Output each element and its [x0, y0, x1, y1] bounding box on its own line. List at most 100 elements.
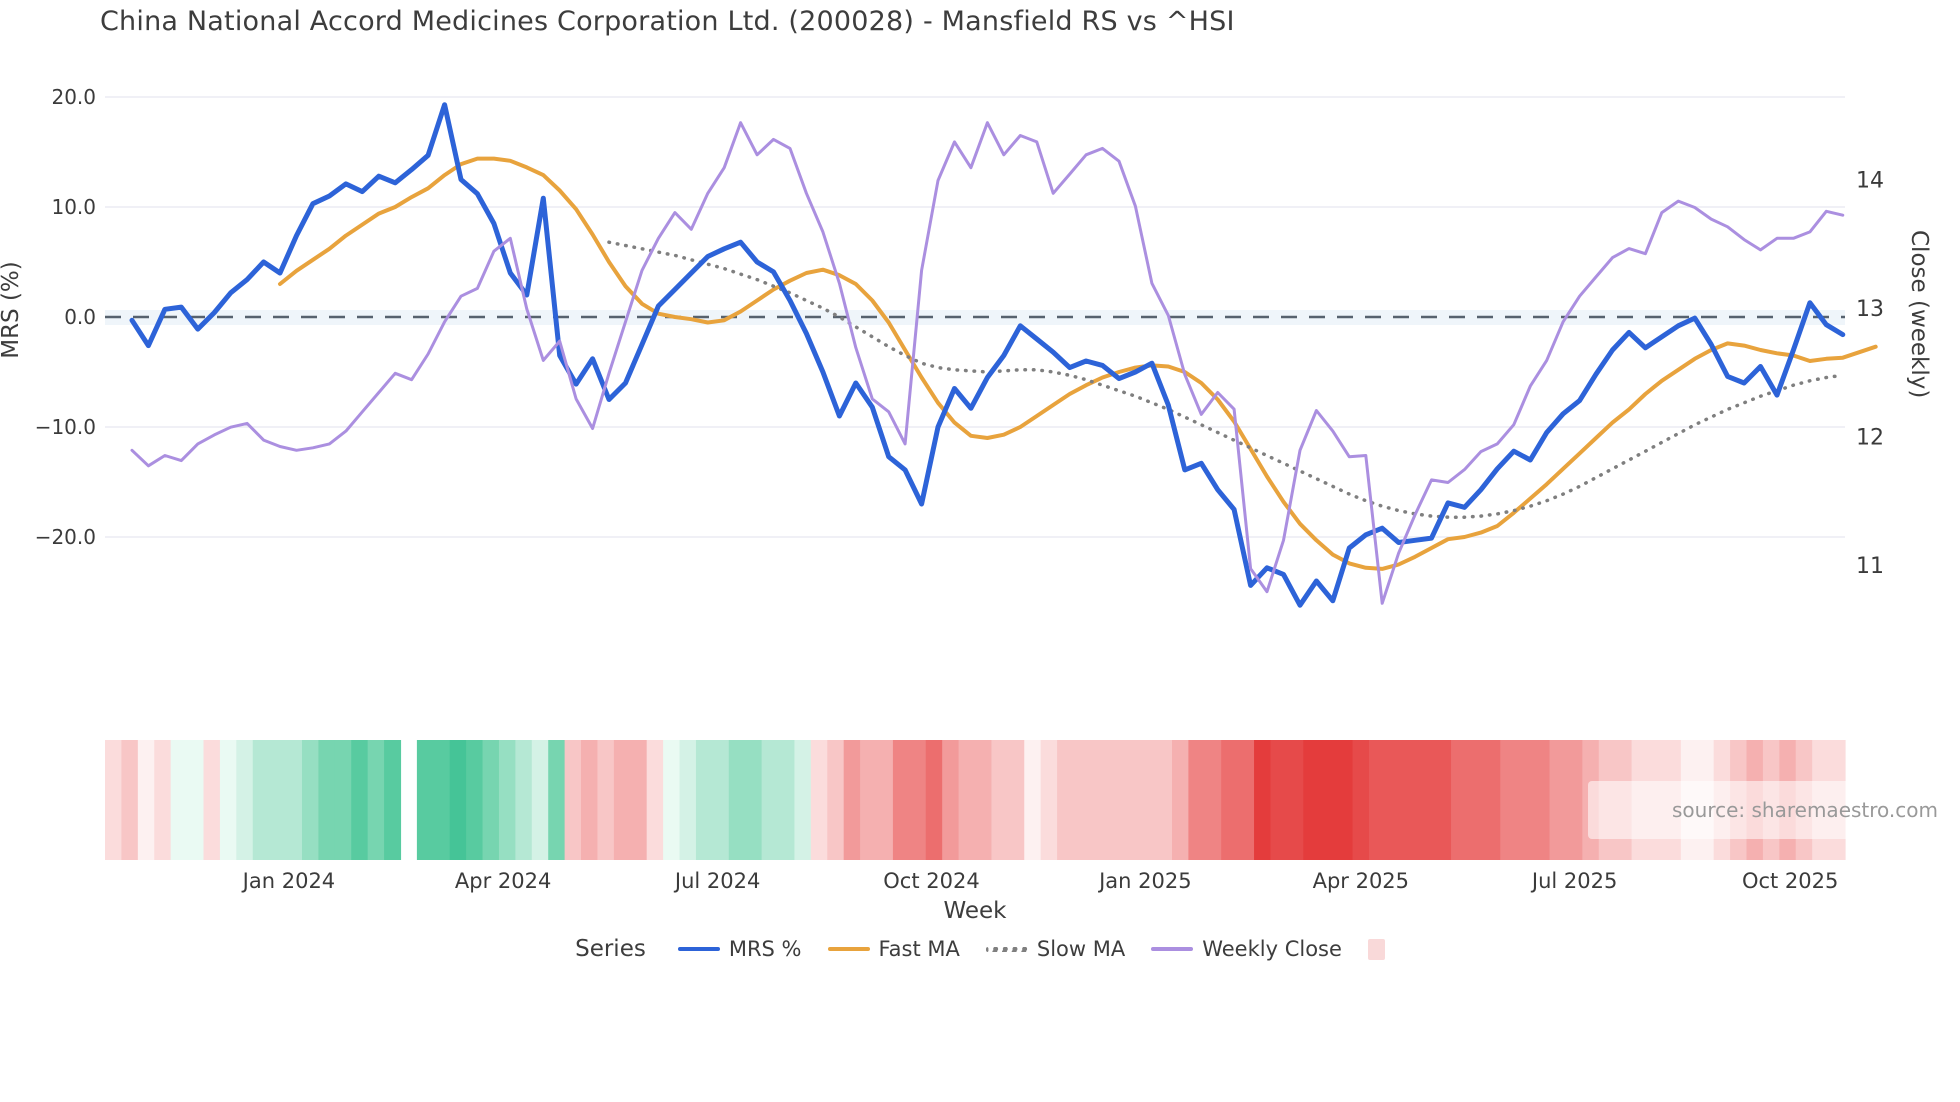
- ytick-left: 0.0: [64, 305, 96, 329]
- heatmap-cell: [285, 740, 303, 860]
- x-axis-title: Week: [943, 898, 1007, 924]
- legend-item-mrs-[interactable]: MRS %: [677, 937, 802, 961]
- heatmap-cell: [1073, 740, 1091, 860]
- heatmap-cell: [1024, 740, 1042, 860]
- heatmap-cell: [105, 740, 123, 860]
- heatmap-cell: [581, 740, 599, 860]
- heatmap-cell: [1188, 740, 1206, 860]
- heatmap-cell: [1155, 740, 1173, 860]
- xtick: Apr 2024: [455, 869, 551, 893]
- heatmap-cell: [466, 740, 484, 860]
- chart-title: China National Accord Medicines Corporat…: [100, 6, 1235, 37]
- heatmap-cell: [1434, 740, 1452, 860]
- heatmap-cell: [416, 740, 434, 860]
- heatmap-cell: [1533, 740, 1551, 860]
- heatmap-cell: [170, 740, 188, 860]
- legend: Series MRS % Fast MA Slow MA Weekly Clos…: [0, 936, 1960, 962]
- heatmap-cell: [301, 740, 319, 860]
- ytick-right: 11: [1856, 554, 1884, 579]
- xtick: Jan 2024: [241, 869, 336, 893]
- heatmap-cell: [515, 740, 533, 860]
- heatmap-cell: [384, 740, 402, 860]
- heatmap-cell: [597, 740, 615, 860]
- series-mrs-: [129, 102, 1846, 608]
- heatmap-cell: [778, 740, 796, 860]
- ytick-right: 14: [1856, 169, 1884, 194]
- legend-item-fast-ma[interactable]: Fast MA: [827, 937, 960, 961]
- heatmap-cell: [942, 740, 960, 860]
- ytick-left: −20.0: [35, 525, 96, 549]
- heatmap-cell: [712, 740, 730, 860]
- heatmap-cell: [187, 740, 205, 860]
- heatmap-cell: [269, 740, 287, 860]
- heatmap-cell: [728, 740, 746, 860]
- heatmap-cell: [745, 740, 763, 860]
- heatmap-cell: [827, 740, 845, 860]
- heatmap-cell: [646, 740, 664, 860]
- heatmap-cell: [252, 740, 270, 860]
- heatmap-cell: [1401, 740, 1419, 860]
- heatmap-cell: [925, 740, 943, 860]
- heatmap-cell: [1451, 740, 1469, 860]
- heatmap-cell: [137, 740, 155, 860]
- heatmap-cell: [1221, 740, 1239, 860]
- heatmap-cell: [1368, 740, 1386, 860]
- heatmap-cell: [909, 740, 927, 860]
- xtick: Apr 2025: [1313, 869, 1409, 893]
- heatmap-cell: [1500, 740, 1518, 860]
- heatmap-cell: [1057, 740, 1075, 860]
- legend-item-weekly-close[interactable]: Weekly Close: [1151, 937, 1342, 961]
- heatmap-cell: [1418, 740, 1436, 860]
- heatmap-cell: [498, 740, 516, 860]
- series-fast-ma: [278, 156, 1878, 571]
- xtick: Jul 2025: [1530, 869, 1617, 893]
- heatmap-cell: [663, 740, 681, 860]
- heatmap-cell: [1122, 740, 1140, 860]
- heatmap-cell: [1139, 740, 1157, 860]
- y-axis-title-left: MRS (%): [0, 261, 24, 359]
- heatmap-cell: [121, 740, 139, 860]
- heatmap-cell: [630, 740, 648, 860]
- legend-line-swatch: [985, 946, 1028, 952]
- heatmap-cell: [367, 740, 385, 860]
- y-axis-title-right: Close (weekly): [1906, 230, 1932, 399]
- legend-item-slow-ma[interactable]: Slow MA: [985, 937, 1125, 961]
- ytick-right: 12: [1856, 426, 1884, 451]
- heatmap-cell: [1254, 740, 1272, 860]
- heatmap-cell: [531, 740, 549, 860]
- series-slow-ma: [607, 240, 1845, 519]
- heatmap-cell: [318, 740, 336, 860]
- heatmap-cell: [695, 740, 713, 860]
- heatmap-cell: [1336, 740, 1354, 860]
- heatmap-cell: [548, 740, 566, 860]
- heatmap-cell: [876, 740, 894, 860]
- heatmap-cell: [1319, 740, 1337, 860]
- heatmap-cell: [482, 740, 500, 860]
- xtick: Oct 2024: [883, 869, 979, 893]
- heatmap-cell: [679, 740, 697, 860]
- heatmap-cell: [449, 740, 467, 860]
- series-weekly-close: [130, 121, 1845, 605]
- heatmap-cell: [433, 740, 451, 860]
- source-text: source: sharemaestro.com: [1672, 798, 1938, 822]
- heatmap-cell: [794, 740, 812, 860]
- heatmap-cell: [1483, 740, 1501, 860]
- heatmap-cell: [334, 740, 352, 860]
- heatmap-cell: [1303, 740, 1321, 860]
- heatmap-cell: [564, 740, 582, 860]
- heatmap-cell: [1385, 740, 1403, 860]
- heatmap-cell: [892, 740, 910, 860]
- legend-line-swatch: [677, 947, 720, 951]
- heatmap-cell: [236, 740, 254, 860]
- heatmap-cell: [1171, 740, 1189, 860]
- heatmap-cell: [1270, 740, 1288, 860]
- legend-heatmap-swatch[interactable]: [1367, 938, 1385, 960]
- heatmap-cell: [860, 740, 878, 860]
- legend-line-swatch: [1151, 947, 1194, 951]
- ytick-right: 13: [1856, 297, 1884, 322]
- heatmap-cell: [975, 740, 993, 860]
- legend-line-swatch: [827, 947, 870, 951]
- heatmap-cell: [1089, 740, 1107, 860]
- xtick: Jul 2024: [673, 869, 760, 893]
